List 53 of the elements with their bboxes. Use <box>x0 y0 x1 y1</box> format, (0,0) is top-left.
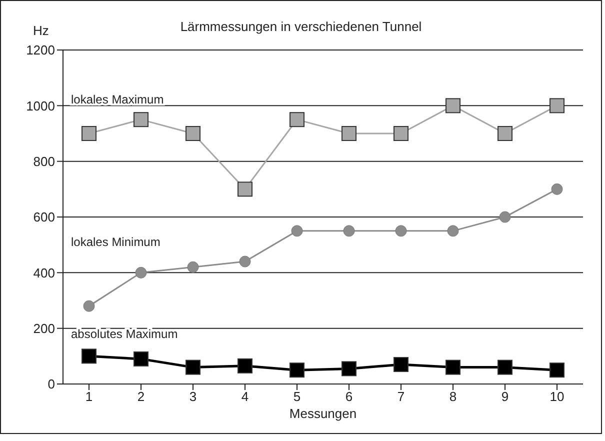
point <box>238 182 252 197</box>
x-axis-title: Messungen <box>289 406 357 422</box>
point <box>498 360 512 375</box>
x-tick-label: 6 <box>345 389 353 404</box>
series-label: lokales Maximum <box>71 92 164 106</box>
point <box>551 183 563 195</box>
point <box>395 225 407 237</box>
point <box>135 266 147 278</box>
point <box>394 357 408 372</box>
point <box>499 211 511 223</box>
y-tick-label: 0 <box>48 376 55 392</box>
point <box>446 360 460 375</box>
point <box>239 256 251 268</box>
point <box>82 348 96 364</box>
point <box>134 112 148 128</box>
point <box>290 112 304 128</box>
x-tick-label: 8 <box>449 389 457 404</box>
x-tick-label: 10 <box>550 389 564 404</box>
point <box>343 225 355 237</box>
point <box>134 351 148 366</box>
point <box>342 361 356 376</box>
x-tick-label: 1 <box>85 389 93 404</box>
point <box>550 98 564 114</box>
y-tick-label: 600 <box>33 210 55 225</box>
y-tick-label: 1200 <box>26 42 55 58</box>
point <box>186 360 200 375</box>
x-tick-label: 3 <box>189 389 197 404</box>
point <box>550 362 564 378</box>
x-tick-label: 5 <box>293 389 301 404</box>
point <box>290 362 304 378</box>
y-axis-title: Hz <box>33 23 49 38</box>
y-tick-label: 200 <box>33 320 55 336</box>
series-label: absolutes Maximum <box>71 327 178 342</box>
series-label: lokales Minimum <box>71 235 160 250</box>
y-tick-label: 400 <box>33 265 55 280</box>
y-tick-label: 1000 <box>26 98 55 114</box>
chart-title: Lärmmessungen in verschiedenen Tunnel <box>180 19 422 34</box>
point <box>291 225 303 237</box>
point <box>83 300 95 312</box>
point <box>187 261 199 273</box>
point <box>238 358 252 374</box>
point <box>498 126 512 141</box>
x-tick-label: 9 <box>501 389 509 404</box>
x-tick-label: 4 <box>241 389 249 404</box>
point <box>394 126 408 141</box>
x-tick-label: 7 <box>397 389 405 404</box>
x-tick-label: 2 <box>137 389 145 404</box>
y-tick-label: 800 <box>33 154 55 169</box>
point <box>186 126 200 141</box>
point <box>342 126 356 141</box>
point <box>446 98 460 114</box>
point <box>447 225 459 237</box>
point <box>82 126 96 141</box>
